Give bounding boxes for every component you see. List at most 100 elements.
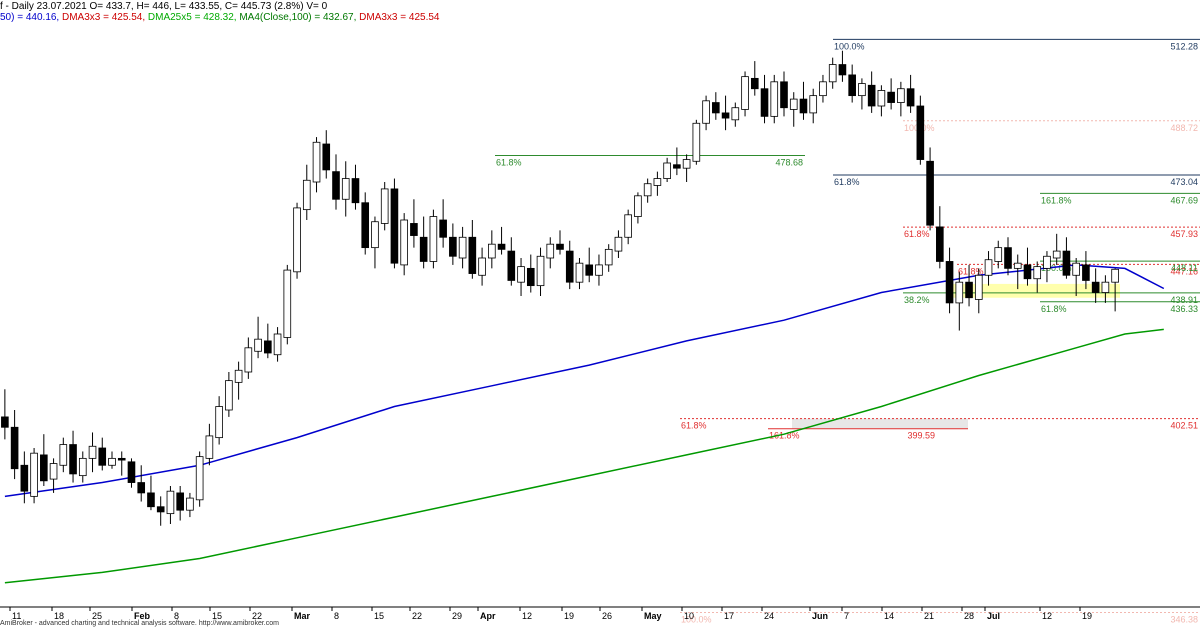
candle [98, 437, 107, 471]
candle-body [371, 221, 379, 249]
fib-level-value: 438.91 [1170, 295, 1198, 305]
candle [945, 247, 954, 314]
candle-body [741, 76, 749, 110]
candle-body [137, 482, 146, 494]
fib-level-value: 478.68 [775, 157, 803, 167]
candle [468, 220, 477, 279]
candle-body [361, 202, 370, 249]
candle [1101, 275, 1110, 303]
candle [458, 226, 467, 269]
candle-body [293, 207, 301, 273]
x-axis-tick-label: 19 [564, 611, 574, 621]
chart-header-ohlc: f - Daily 23.07.2021 O= 433.7, H= 446, L… [0, 1, 328, 12]
candle-body [98, 447, 107, 466]
x-axis-tick-label: 26 [602, 611, 612, 621]
candle [750, 61, 759, 96]
candle [721, 95, 730, 131]
ma-slow-line [4, 328, 1164, 584]
fib-level-value: 346.38 [1170, 615, 1198, 625]
x-axis-tick-label: 24 [764, 611, 774, 621]
candle [166, 486, 175, 524]
indicator-legend-item: DMA25x5 = 428.32, [147, 12, 240, 23]
x-axis-tick-label: 8 [334, 611, 339, 621]
candle [663, 157, 671, 182]
candle-body [400, 219, 408, 266]
candle-body [945, 261, 954, 304]
fib-level-label: 61.8% [834, 177, 860, 187]
candle-body [936, 226, 944, 262]
candle [429, 209, 438, 269]
x-axis-tick-label: Feb [134, 611, 151, 621]
candle-body [780, 81, 788, 109]
candle-body [478, 257, 486, 276]
candle-body [283, 269, 292, 338]
candle-body [147, 492, 155, 508]
candle-body [332, 171, 340, 200]
candle-body [916, 105, 925, 160]
candle [809, 88, 818, 124]
candle [380, 182, 389, 231]
x-axis-tick-label: 22 [412, 611, 422, 621]
candle-body [390, 188, 399, 264]
fib-level-value: 447.16 [1170, 266, 1198, 276]
moving-averages [4, 264, 1165, 584]
candle [848, 64, 856, 103]
candle [1013, 254, 1022, 290]
candle-body [799, 98, 808, 114]
highlight-zone-gray [792, 418, 968, 429]
candle [741, 71, 749, 117]
fib-level-value: 402.51 [1170, 421, 1198, 431]
candle-body [225, 380, 233, 411]
candle [624, 209, 632, 245]
candle-body [634, 195, 642, 217]
candle-body [965, 281, 973, 299]
candle-body [380, 188, 389, 224]
candle [234, 361, 243, 400]
candle-body [673, 164, 681, 169]
candle [546, 237, 555, 269]
candle-body [108, 457, 116, 466]
candle-body [117, 457, 126, 461]
candle [819, 74, 827, 103]
chart-header-indicators: 50) = 440.16, DMA3x3 = 425.54, DMA25x5 =… [0, 12, 439, 23]
x-axis-tick-label: 29 [452, 611, 462, 621]
candle-body [682, 159, 691, 169]
x-axis-tick-label: 12 [1042, 611, 1052, 621]
x-axis-tick-label: 7 [844, 611, 849, 621]
candle [400, 213, 408, 276]
candle-body [517, 266, 525, 283]
candle-body [40, 454, 48, 482]
ma-fast-line [4, 264, 1165, 498]
fib-level-label: 100.0% [834, 41, 865, 51]
candle [1004, 237, 1012, 276]
candle [692, 119, 701, 165]
x-axis-tick-label: Apr [480, 611, 496, 621]
candle-body [234, 369, 243, 383]
candle-body [10, 426, 19, 470]
candle [322, 130, 331, 179]
candle-body [575, 262, 584, 283]
candle [40, 434, 48, 486]
candle-body [926, 160, 934, 226]
candle-body [867, 84, 876, 107]
candle [585, 247, 594, 283]
fib-level-value: 436.33 [1170, 304, 1198, 314]
candle-body [1052, 250, 1061, 259]
candle [1052, 233, 1061, 265]
fib-level-label: 61.8% [958, 266, 984, 276]
candle-body [497, 243, 506, 250]
candle [137, 465, 146, 502]
candle-body [1004, 247, 1012, 269]
candle-body [244, 347, 253, 373]
candle-body [351, 178, 360, 204]
candle-body [643, 183, 652, 197]
x-axis-tick-label: 17 [724, 611, 734, 621]
candle [838, 50, 847, 82]
fib-level-value: 467.69 [1170, 195, 1198, 205]
candle-body [614, 236, 623, 252]
fib-levels: 100.0% 512.28 61.8% 478.68 61.8% 473.04 161.8%… [495, 38, 1200, 625]
x-axis-tick-label: 18 [54, 611, 64, 621]
candle-body [439, 219, 447, 238]
candle-body [1111, 268, 1119, 283]
